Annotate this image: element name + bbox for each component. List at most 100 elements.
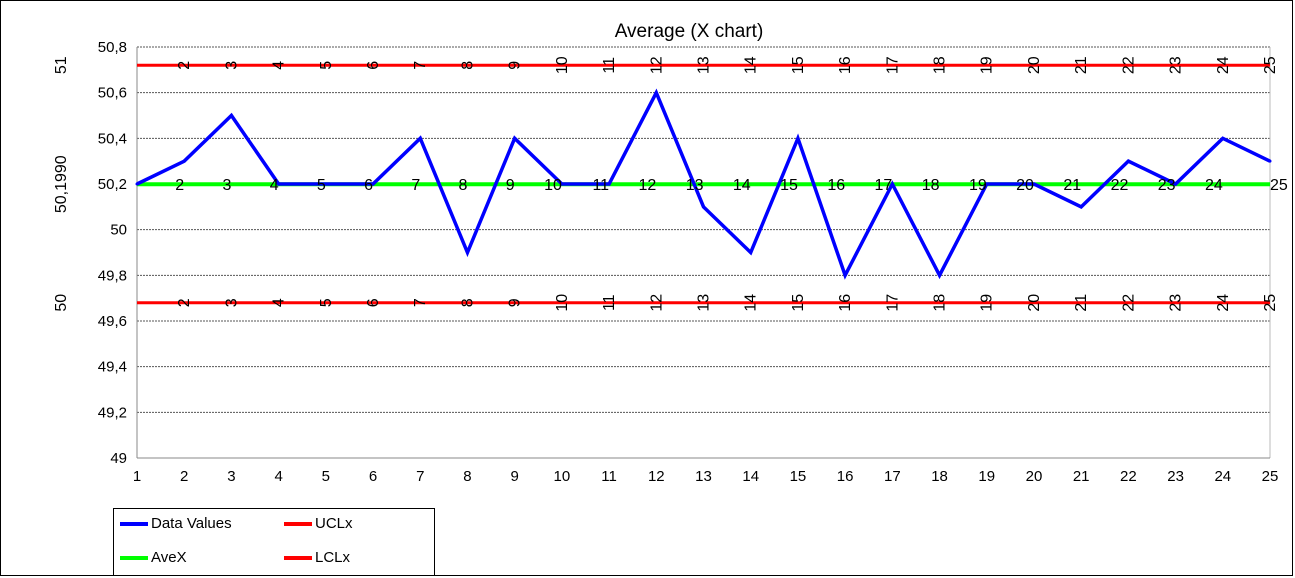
lcl-point-label: 19 — [979, 294, 996, 312]
ucl-point-label: 18 — [932, 56, 949, 74]
x-tick-label: 8 — [463, 468, 471, 485]
ucl-point-label: 24 — [1215, 56, 1232, 74]
ucl-point-label: 22 — [1120, 56, 1137, 74]
x-tick-label: 6 — [369, 468, 377, 485]
lcl-point-label: 11 — [601, 294, 618, 311]
avex-point-label: 9 — [506, 177, 515, 194]
side-label-ave: 50,1990 — [53, 155, 70, 213]
lcl-point-label: 7 — [412, 298, 429, 307]
x-tick-label: 5 — [322, 468, 330, 485]
x-tick-label: 13 — [695, 468, 712, 485]
ucl-point-label: 2 — [176, 61, 193, 70]
lcl-point-label: 17 — [884, 294, 901, 312]
ucl-point-label: 17 — [884, 56, 901, 74]
y-tick-label: 49,4 — [98, 359, 127, 376]
data-point — [324, 182, 328, 186]
lcl-point-label: 6 — [365, 298, 382, 307]
legend-label-lclx: LCLx — [315, 549, 351, 566]
x-tick-label: 10 — [554, 468, 571, 485]
x-tick-label: 19 — [978, 468, 995, 485]
lcl-point-label: 10 — [554, 294, 571, 312]
lcl-point-label: 18 — [932, 294, 949, 312]
side-label-ucl: 51 — [53, 56, 70, 74]
ucl-point-label: 4 — [271, 61, 288, 70]
ucl-point-label: 21 — [1073, 56, 1090, 74]
avex-point-label: 3 — [223, 177, 232, 194]
avex-point-label: 10 — [544, 177, 562, 194]
legend: Data Values UCLx AveX LCLx — [113, 508, 435, 576]
lcl-point-label: 12 — [648, 294, 665, 312]
ucl-point-label: 8 — [459, 61, 476, 70]
data-point — [1268, 159, 1272, 163]
avex-point-label: 17 — [875, 177, 893, 194]
data-point — [938, 273, 942, 277]
legend-swatch-avex — [120, 555, 148, 560]
legend-label-uclx: UCLx — [315, 515, 353, 532]
data-point — [749, 251, 753, 254]
avex-point-label: 5 — [317, 177, 326, 194]
x-tick-label: 14 — [742, 468, 759, 485]
avex-point-label: 14 — [733, 177, 751, 194]
lcl-point-label: 25 — [1262, 294, 1279, 312]
ucl-point-label: 13 — [696, 56, 713, 74]
x-tick-label: 21 — [1073, 468, 1090, 485]
ucl-point-label: 10 — [554, 56, 571, 74]
avex-point-label: 7 — [411, 177, 420, 194]
y-tick-label: 50,4 — [98, 130, 127, 147]
lcl-point-label: 2 — [176, 298, 193, 307]
data-point — [229, 114, 233, 117]
ucl-point-label: 9 — [507, 61, 524, 70]
data-point — [890, 182, 894, 186]
legend-item-uclx: UCLx — [284, 515, 353, 532]
data-point — [135, 182, 139, 186]
x-tick-label: 24 — [1214, 468, 1231, 485]
x-tick-label: 1 — [133, 468, 141, 485]
ucl-point-label: 3 — [223, 61, 240, 70]
x-tick-label: 22 — [1120, 468, 1137, 485]
avex-point-label: 23 — [1158, 177, 1176, 194]
ucl-point-label: 20 — [1026, 56, 1043, 74]
avex-point-label: 13 — [686, 177, 704, 194]
lcl-point-label: 24 — [1215, 294, 1232, 312]
avex-point-label: 25 — [1270, 177, 1288, 194]
legend-swatch-lclx — [284, 555, 312, 560]
y-tick-label: 49,8 — [98, 267, 127, 284]
avex-point-label: 20 — [1016, 177, 1034, 194]
x-tick-label: 20 — [1026, 468, 1043, 485]
data-point — [277, 182, 281, 186]
x-tick-label: 15 — [790, 468, 807, 485]
legend-swatch-data-values — [120, 521, 148, 526]
legend-item-data-values: Data Values — [120, 515, 232, 532]
y-tick-label: 50,6 — [98, 85, 127, 102]
avex-point-label: 4 — [270, 177, 279, 194]
ucl-point-label: 14 — [743, 56, 760, 74]
data-point — [985, 182, 989, 186]
data-point — [513, 136, 517, 140]
lcl-point-label: 22 — [1120, 294, 1137, 312]
ucl-point-label: 25 — [1262, 56, 1279, 74]
x-tick-label: 25 — [1262, 468, 1279, 485]
data-point — [702, 205, 705, 209]
avex-point-label: 11 — [592, 177, 609, 194]
lcl-point-label: 9 — [507, 298, 524, 307]
avex-point-label: 21 — [1063, 177, 1081, 194]
x-tick-label: 7 — [416, 468, 424, 485]
avex-point-label: 22 — [1111, 177, 1129, 194]
data-point — [1221, 136, 1225, 140]
y-tick-label: 50,2 — [98, 176, 127, 193]
lcl-point-label: 14 — [743, 294, 760, 312]
legend-swatch-uclx — [284, 521, 312, 526]
avex-point-label: 12 — [638, 177, 656, 194]
y-tick-label: 50 — [110, 222, 127, 239]
y-tick-label: 49,2 — [98, 404, 127, 421]
ucl-point-label: 19 — [979, 56, 996, 74]
avex-point-label: 19 — [969, 177, 987, 194]
x-tick-label: 18 — [931, 468, 948, 485]
avex-point-label: 24 — [1205, 177, 1223, 194]
legend-label-data-values: Data Values — [151, 515, 232, 532]
data-point — [607, 182, 611, 186]
lcl-point-label: 4 — [271, 298, 288, 307]
x-tick-label: 16 — [837, 468, 854, 485]
ucl-point-label: 16 — [837, 56, 854, 74]
legend-item-avex: AveX — [120, 549, 187, 566]
